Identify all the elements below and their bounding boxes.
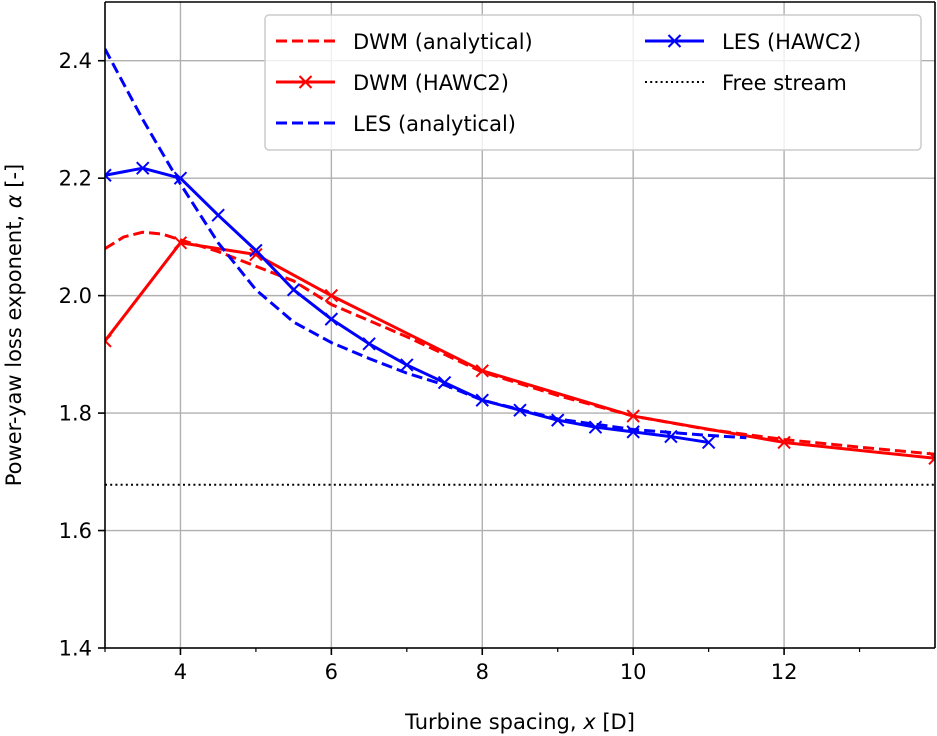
y-tick-label: 1.8 [59, 402, 92, 426]
legend-label: DWM (analytical) [353, 30, 533, 54]
x-marker [513, 403, 527, 417]
x-marker [475, 393, 489, 407]
y-tick-label: 1.4 [59, 637, 92, 661]
x-marker [588, 420, 603, 434]
y-tick-label: 1.6 [59, 519, 92, 543]
y-tick-label: 2.0 [59, 284, 92, 308]
x-marker [437, 375, 452, 390]
x-marker [400, 358, 414, 372]
x-marker [136, 161, 150, 175]
x-tick-label: 12 [771, 660, 798, 684]
series-les-hawc2 [105, 161, 716, 450]
series-dwm-analytical [105, 230, 935, 456]
legend-entry-dwm-analytical: DWM (analytical) [276, 30, 533, 54]
axes: 4 6 8 10 12 1.4 1.6 1.8 2.0 2.2 2.4 [59, 1, 936, 684]
series-dwm-hawc2 [105, 236, 935, 466]
x-marker [551, 413, 565, 427]
legend-entry-dwm-hawc2: DWM (HAWC2) [276, 71, 509, 95]
legend-label: Free stream [722, 71, 847, 95]
x-marker [324, 312, 339, 326]
x-marker [105, 334, 112, 348]
legend-entry-free-stream: Free stream [645, 71, 847, 95]
x-marker [249, 247, 263, 262]
x-marker [626, 409, 640, 423]
x-marker [249, 243, 263, 258]
x-axis-label: Turbine spacing, x [D] [404, 710, 635, 734]
x-marker [105, 168, 112, 182]
series-line [105, 230, 935, 456]
x-tick-label: 10 [620, 660, 647, 684]
series-les-analytical [105, 48, 747, 440]
y-tick-label: 2.4 [59, 49, 92, 73]
legend-entry-les-hawc2: LES (HAWC2) [645, 30, 861, 54]
x-marker [362, 337, 376, 351]
x-marker [777, 435, 791, 450]
x-marker [626, 425, 640, 439]
x-tick-label: 4 [174, 660, 187, 684]
x-marker [701, 435, 716, 450]
x-marker [173, 171, 188, 185]
series-line [105, 241, 935, 460]
y-axis-label: Power-yaw loss exponent, α [-] [2, 164, 26, 487]
legend-entry-les-analytical: LES (analytical) [276, 112, 516, 136]
legend-label: LES (analytical) [353, 112, 516, 136]
x-tick-label: 6 [325, 660, 338, 684]
legend-box [264, 14, 922, 151]
x-marker [664, 429, 678, 444]
x-marker [173, 236, 188, 250]
x-marker [667, 34, 682, 48]
y-tick-label: 2.2 [59, 167, 92, 191]
legend: DWM (analytical) LES (HAWC2) DWM (HAWC2) Fr… [264, 14, 922, 151]
x-marker [286, 283, 301, 297]
series-line [105, 48, 747, 440]
x-marker [475, 364, 489, 378]
x-marker [928, 451, 935, 466]
x-tick-label: 8 [476, 660, 489, 684]
legend-label: DWM (HAWC2) [353, 71, 509, 95]
plot-series [105, 48, 935, 486]
x-marker [298, 75, 313, 89]
x-marker [324, 288, 339, 303]
legend-label: LES (HAWC2) [722, 30, 861, 54]
x-marker [211, 208, 225, 222]
